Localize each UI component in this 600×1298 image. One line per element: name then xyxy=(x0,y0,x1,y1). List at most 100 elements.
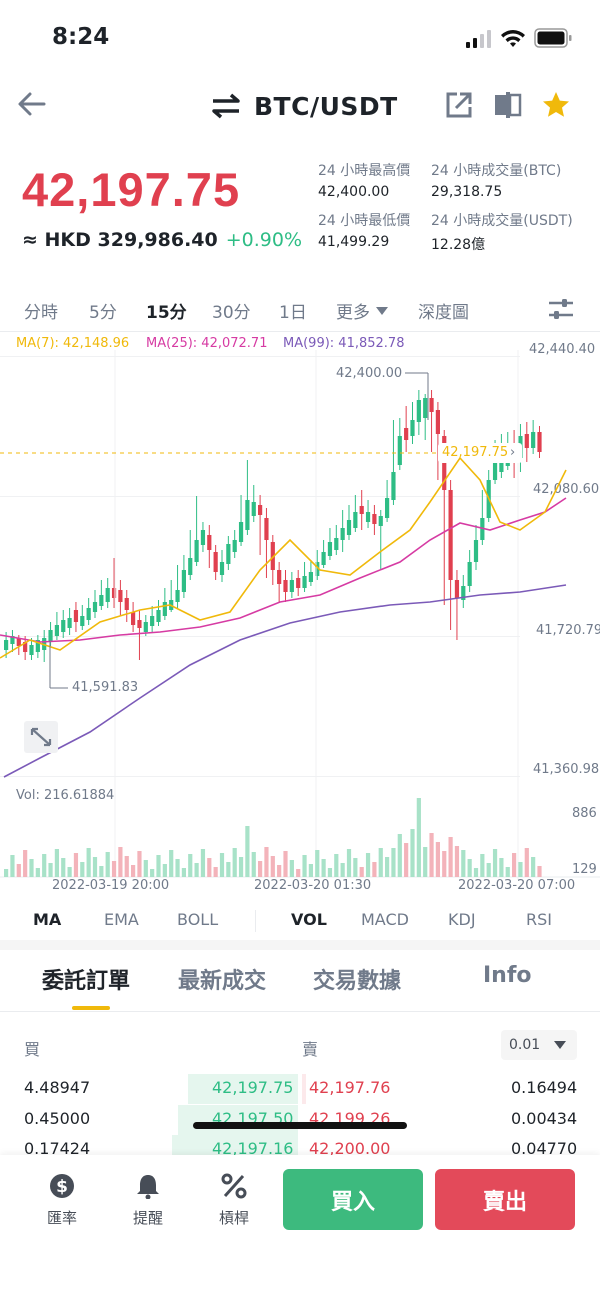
vol-btc-value: 29,318.75 xyxy=(431,184,503,200)
grid-line xyxy=(0,636,520,637)
star-icon[interactable] xyxy=(541,90,571,120)
tab-timeframe-5m[interactable]: 5分 xyxy=(89,303,117,323)
volume-bar xyxy=(232,848,237,877)
volume-bar xyxy=(423,847,428,877)
exchange-rate-label: 匯率 xyxy=(46,1209,77,1227)
orderbook-row[interactable]: 4.48947 42,197.75 42,197.76 0.16494 xyxy=(0,1074,600,1104)
share-icon[interactable] xyxy=(444,90,474,120)
candle xyxy=(492,458,498,480)
volume-bar xyxy=(473,868,479,877)
volume-bar xyxy=(308,864,313,877)
volume-bar xyxy=(213,867,218,877)
volume-bar xyxy=(111,861,117,877)
chart-settings-icon[interactable] xyxy=(548,297,574,321)
candle xyxy=(416,400,421,422)
candle xyxy=(537,432,542,452)
candle xyxy=(23,642,28,652)
candle xyxy=(385,498,390,518)
indicator-vol[interactable]: VOL xyxy=(291,910,327,929)
alert-button[interactable]: 提醒 xyxy=(118,1173,178,1228)
svg-text:$: $ xyxy=(56,1177,68,1197)
back-arrow-icon[interactable] xyxy=(16,90,48,118)
pair-selector[interactable]: BTC/USDT xyxy=(210,90,398,122)
indicator-kdj[interactable]: KDJ xyxy=(448,910,476,929)
ask-qty: 0.00434 xyxy=(511,1109,578,1128)
volume-bar xyxy=(42,854,47,877)
volume-bar xyxy=(467,859,472,877)
divider xyxy=(0,1011,600,1012)
candle xyxy=(283,580,288,592)
volume-bar xyxy=(486,863,491,877)
candle xyxy=(86,608,91,620)
volume-bar xyxy=(359,867,364,877)
wifi-icon xyxy=(501,30,525,47)
candle xyxy=(429,398,434,412)
leverage-button[interactable]: 槓桿 xyxy=(204,1173,264,1228)
tab-info[interactable]: Info xyxy=(483,963,532,988)
volume-bar xyxy=(391,848,396,877)
tab-timeframe-1d[interactable]: 1日 xyxy=(279,303,307,323)
candle xyxy=(308,572,313,582)
volume-bar xyxy=(80,862,85,877)
candle xyxy=(61,620,66,632)
y-tick: 41,360.98 xyxy=(533,762,600,777)
tab-timeframe-15m[interactable]: 15分 xyxy=(146,303,187,323)
volume-bar xyxy=(175,859,180,877)
volume-bar xyxy=(429,833,434,877)
volume-bar xyxy=(283,851,288,877)
ma7-line xyxy=(0,456,567,659)
tab-recent-trades[interactable]: 最新成交 xyxy=(178,969,267,994)
candle xyxy=(321,552,326,565)
tab-timeframe-30m[interactable]: 30分 xyxy=(212,303,251,323)
tab-more[interactable]: 更多 xyxy=(336,298,388,323)
volume-bar xyxy=(378,848,383,877)
tab-order-book[interactable]: 委託訂單 xyxy=(42,969,131,994)
candlestick-chart[interactable] xyxy=(0,340,600,895)
volume-bar xyxy=(162,864,167,877)
bell-icon xyxy=(137,1175,159,1200)
fullscreen-icon[interactable] xyxy=(24,721,58,753)
tab-timeframe-1[interactable]: 分時 xyxy=(24,303,58,323)
indicator-boll[interactable]: BOLL xyxy=(177,910,219,929)
candle xyxy=(54,625,59,636)
high-value: 42,400.00 xyxy=(318,184,390,200)
bid-price: 42,197.75 xyxy=(212,1078,294,1097)
indicator-rsi[interactable]: RSI xyxy=(526,910,552,929)
orderbook-row[interactable]: 0.45000 42,197.50 42,199.26 0.00434 xyxy=(0,1105,600,1135)
candle xyxy=(346,520,352,535)
tab-trading-data[interactable]: 交易數據 xyxy=(313,969,402,994)
candle xyxy=(188,558,193,575)
buy-button[interactable]: 買入 xyxy=(283,1169,423,1230)
y-tick: 41,720.79 xyxy=(536,623,600,638)
sell-button[interactable]: 賣出 xyxy=(435,1169,575,1230)
volume-bar xyxy=(448,837,453,877)
exchange-rate-button[interactable]: $ 匯率 xyxy=(32,1173,92,1228)
volume-bar xyxy=(73,853,79,877)
indicator-macd[interactable]: MACD xyxy=(361,910,409,929)
sell-column-label: 賣 xyxy=(302,1040,319,1059)
home-indicator xyxy=(193,1122,407,1129)
bid-qty: 0.45000 xyxy=(24,1109,91,1128)
volume-label: Vol: 216.61884 xyxy=(16,788,115,803)
tab-depth[interactable]: 深度圖 xyxy=(418,303,469,323)
volume-bar xyxy=(492,849,498,877)
candle xyxy=(226,544,231,564)
precision-select[interactable]: 0.01 xyxy=(501,1030,577,1060)
indicator-ema[interactable]: EMA xyxy=(104,910,139,929)
volume-bar xyxy=(23,850,28,877)
volume-bar xyxy=(194,863,199,877)
volume-bar xyxy=(346,849,352,877)
volume-bar xyxy=(315,850,320,877)
candle xyxy=(359,506,364,514)
candle xyxy=(315,562,320,576)
indicator-ma[interactable]: MA xyxy=(33,910,62,929)
chart-layout-icon[interactable] xyxy=(493,90,523,120)
candle xyxy=(404,428,409,440)
volume-bar xyxy=(238,857,244,877)
volume-bar xyxy=(410,829,415,877)
bid-depth-bar xyxy=(188,1074,298,1104)
volume-bar xyxy=(372,862,377,877)
volume-bar xyxy=(289,860,294,877)
candle xyxy=(16,638,21,646)
caret-down-icon xyxy=(376,306,388,315)
